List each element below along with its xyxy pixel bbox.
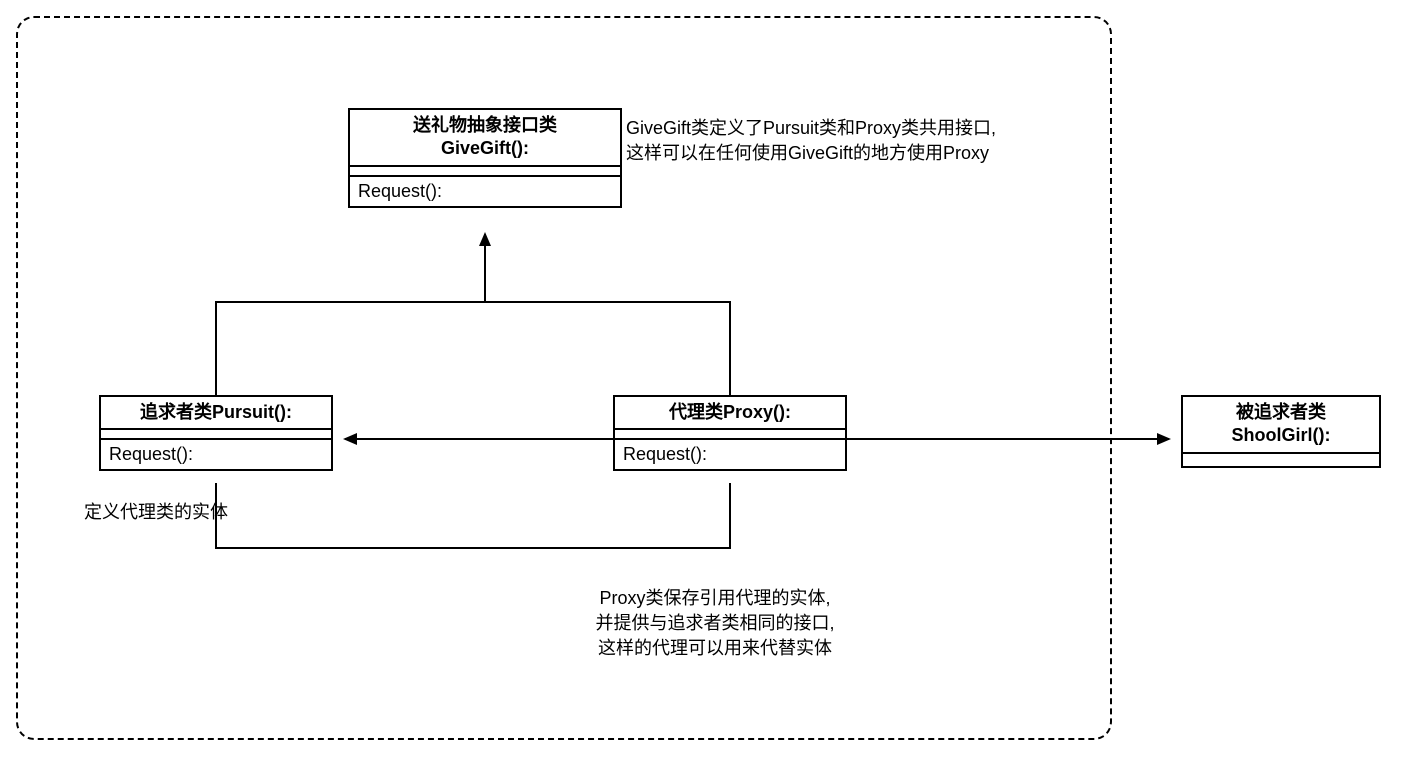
class-title-line: GiveGift(): xyxy=(358,137,612,160)
class-pursuit: 追求者类Pursuit(): Request(): xyxy=(99,395,333,471)
annotation-line: GiveGift类定义了Pursuit类和Proxy类共用接口, xyxy=(626,116,996,141)
class-middle-section xyxy=(1183,454,1379,466)
annotation-givegift: GiveGift类定义了Pursuit类和Proxy类共用接口, 这样可以在任何… xyxy=(626,116,996,166)
annotation-line: 这样可以在任何使用GiveGift的地方使用Proxy xyxy=(626,141,996,166)
annotation-text: 定义代理类的实体 xyxy=(84,502,228,522)
class-middle-section xyxy=(350,167,620,177)
class-title-line: 被追求者类 xyxy=(1191,401,1371,424)
class-givegift: 送礼物抽象接口类 GiveGift(): Request(): xyxy=(348,108,622,208)
class-title-line: 送礼物抽象接口类 xyxy=(358,114,612,137)
class-method: Request(): xyxy=(101,440,331,469)
class-pursuit-header: 追求者类Pursuit(): xyxy=(101,397,331,430)
annotation-line: Proxy类保存引用代理的实体, xyxy=(555,586,875,611)
class-method: Request(): xyxy=(615,440,845,469)
class-proxy: 代理类Proxy(): Request(): xyxy=(613,395,847,471)
class-title-line: ShoolGirl(): xyxy=(1191,424,1371,447)
class-schoolgirl-header: 被追求者类 ShoolGirl(): xyxy=(1183,397,1379,454)
class-middle-section xyxy=(101,430,331,440)
class-title: 追求者类Pursuit(): xyxy=(140,402,292,422)
class-middle-section xyxy=(615,430,845,440)
class-schoolgirl: 被追求者类 ShoolGirl(): xyxy=(1181,395,1381,468)
class-method: Request(): xyxy=(350,177,620,206)
annotation-pursuit: 定义代理类的实体 xyxy=(84,500,228,525)
class-title: 代理类Proxy(): xyxy=(669,402,791,422)
annotation-proxy: Proxy类保存引用代理的实体, 并提供与追求者类相同的接口, 这样的代理可以用… xyxy=(555,586,875,662)
annotation-line: 这样的代理可以用来代替实体 xyxy=(555,636,875,661)
annotation-line: 并提供与追求者类相同的接口, xyxy=(555,611,875,636)
class-givegift-header: 送礼物抽象接口类 GiveGift(): xyxy=(350,110,620,167)
class-proxy-header: 代理类Proxy(): xyxy=(615,397,845,430)
